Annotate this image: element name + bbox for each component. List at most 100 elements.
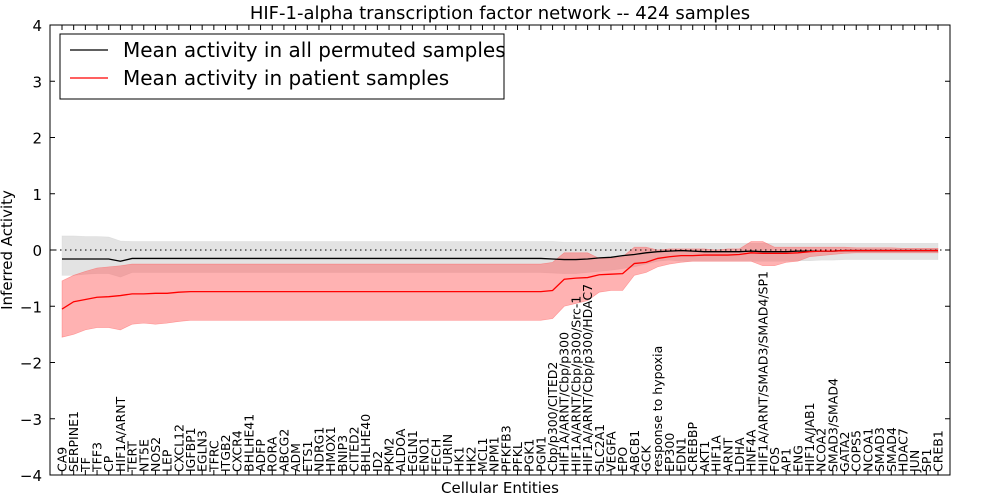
x-tick-label: HIF1A/ARNT/SMAD3/SMAD4/SP1 xyxy=(755,271,770,472)
y-tick-label: −3 xyxy=(20,411,42,429)
legend-box xyxy=(59,33,505,100)
y-tick-label: −1 xyxy=(20,298,42,316)
x-tick-label: BHLHE41 xyxy=(241,414,256,472)
x-tick-label: SERPINE1 xyxy=(66,411,81,472)
chart-title: HIF-1-alpha transcription factor network… xyxy=(250,3,750,24)
x-tick-label: CREB1 xyxy=(931,430,946,472)
x-tick-label: ADFP xyxy=(253,439,268,472)
series-line-permuted xyxy=(62,249,938,262)
x-tick-label: IGFBP1 xyxy=(183,427,198,472)
x-tick-label: EPO xyxy=(615,447,630,472)
x-tick-label: CP xyxy=(101,455,116,472)
x-tick-label: COPS5 xyxy=(849,430,864,472)
x-tick-label: SLC2A1 xyxy=(592,424,607,472)
x-tick-label: PKM2 xyxy=(382,438,397,472)
x-tick-label: ADM xyxy=(288,443,303,472)
x-tick-label: NCOA2 xyxy=(814,428,829,472)
y-axis: −4 −3 −2 −1 0 1 2 3 4 xyxy=(20,17,950,485)
x-tick-label: LEP xyxy=(160,449,175,472)
x-tick-label: ALDOA xyxy=(393,428,408,472)
x-tick-label: ENG xyxy=(790,445,805,472)
x-tick-label: HIF1A/ARNT/Cbp/p300 xyxy=(557,332,572,472)
y-tick-label: −4 xyxy=(20,467,42,485)
x-tick-label: GATA2 xyxy=(837,432,852,472)
x-tick-label: HIF1A/JAB1 xyxy=(802,402,817,472)
series-line-patient xyxy=(61,249,938,310)
x-tick-label: ENO1 xyxy=(417,437,432,472)
x-tick-label: VEGFA xyxy=(603,431,618,472)
x-tick-label: BNIP3 xyxy=(335,435,350,472)
x-tick-label: PFKFB3 xyxy=(498,425,513,472)
x-tick-label: AKT1 xyxy=(697,441,712,472)
x-tick-label: CREBBP xyxy=(685,422,700,472)
y-tick-label: 3 xyxy=(32,73,42,91)
y-tick-label: 0 xyxy=(32,242,42,260)
x-tick-label: PGK1 xyxy=(522,439,537,472)
legend: Mean activity in all permuted samples Me… xyxy=(59,33,506,100)
band-patient xyxy=(61,241,939,338)
x-tick-label: EDN1 xyxy=(674,437,689,472)
x-tick-label: AP1 xyxy=(779,448,794,472)
x-tick-label: ABCG2 xyxy=(276,429,291,472)
x-tick-label: HNF4A xyxy=(744,429,759,472)
x-tick-label: EGLN1 xyxy=(405,430,420,472)
x-tick-label: CA9 xyxy=(55,447,70,472)
x-tick-label: response to hypoxia xyxy=(650,346,665,472)
x-tick-label: HK2 xyxy=(463,446,478,472)
x-tick-label: Cbp/p300/CITED2 xyxy=(545,362,560,472)
x-tick-label: HDAC7 xyxy=(895,428,910,472)
x-tick-label: TF xyxy=(78,457,93,473)
x-tick-label: PGM1 xyxy=(533,436,548,472)
y-tick-label: 2 xyxy=(32,130,42,148)
x-tick-label: BHLHE40 xyxy=(358,414,373,472)
x-tick-label: NPM1 xyxy=(487,436,502,472)
x-tick-label: FECH xyxy=(428,439,443,472)
x-tick-label: JUN xyxy=(907,450,922,473)
x-tick-label: ITGB2 xyxy=(218,434,233,472)
confidence-bands xyxy=(61,235,939,338)
x-tick-label: CITED2 xyxy=(347,426,362,472)
x-tick-label: ETS1 xyxy=(300,441,315,472)
x-tick-label: GCK xyxy=(639,445,654,472)
x-tick-label: ID2 xyxy=(370,451,385,472)
x-tick-label: NCOA1 xyxy=(860,428,875,472)
x-tick-label: SMAD4 xyxy=(884,427,899,472)
x-tick-label: NDRG1 xyxy=(311,427,326,472)
x-axis: CA9SERPINE1TFTFF3CPHIF1A/ARNTTERTNT5ENOS… xyxy=(55,25,946,475)
x-tick-label: FOS xyxy=(767,447,782,472)
x-tick-label: EP300 xyxy=(662,433,677,472)
x-tick-label: NOS2 xyxy=(148,437,163,472)
x-tick-label: HMOX1 xyxy=(323,426,338,472)
x-axis-label: Cellular Entities xyxy=(441,479,559,497)
y-tick-label: −2 xyxy=(20,355,42,373)
x-tick-label: HIF1A/ARNT xyxy=(113,396,128,472)
x-tick-label: SMAD3/SMAD4 xyxy=(825,378,840,472)
x-tick-label: SMAD3 xyxy=(872,427,887,472)
x-tick-label: HIF1A xyxy=(709,435,724,472)
x-tick-label: PFKL xyxy=(510,442,525,472)
x-tick-label: CXCR4 xyxy=(230,430,245,472)
legend-label-patient: Mean activity in patient samples xyxy=(123,66,449,90)
x-tick-label: TFF3 xyxy=(90,442,105,473)
x-tick-label: EGLN3 xyxy=(195,430,210,472)
x-tick-label: TFRC xyxy=(206,440,221,473)
x-tick-label: MCL1 xyxy=(475,438,490,472)
band-permuted xyxy=(61,235,939,278)
legend-label-permuted: Mean activity in all permuted samples xyxy=(123,38,506,62)
x-tick-label: HK1 xyxy=(452,446,467,472)
x-tick-label: ARNT xyxy=(720,437,735,472)
x-tick-label: TERT xyxy=(125,441,140,473)
x-tick-label: HIF1A/ARNT/Cbp/p300/Src-1 xyxy=(568,296,583,472)
x-tick-label: RORA xyxy=(265,436,280,472)
x-tick-label: CXCL12 xyxy=(171,424,186,472)
y-axis-label: Inferred Activity xyxy=(0,190,16,310)
x-tick-label: ABCB1 xyxy=(627,430,642,472)
x-tick-label: HIF1A/ARNT/Cbp/p300/HDAC7 xyxy=(580,284,595,472)
series-lines xyxy=(61,249,938,310)
x-tick-label: NT5E xyxy=(136,439,151,472)
y-tick-label: 1 xyxy=(32,186,42,204)
y-tick-label: 4 xyxy=(32,17,42,35)
x-tick-label: SP1 xyxy=(919,449,934,472)
x-tick-label: LDHA xyxy=(732,437,747,472)
